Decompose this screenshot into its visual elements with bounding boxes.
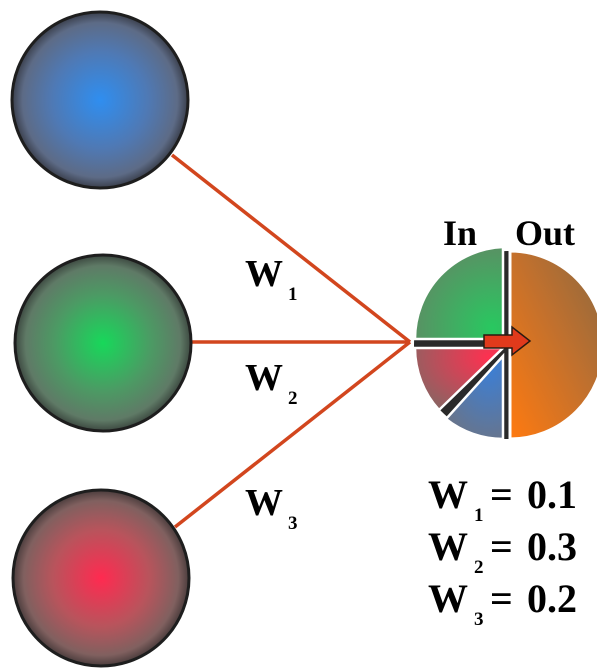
edge-label-w3-subscript: 3 — [288, 513, 298, 534]
weight-1-letter: W — [428, 472, 468, 517]
in-label: In — [443, 213, 477, 253]
weight-1-value: 0.1 — [527, 472, 577, 517]
in-slice-blue — [444, 352, 505, 441]
edge-label-w1-letter: W — [245, 253, 283, 295]
weight-row-3: W 3 = 0.2 — [428, 576, 577, 630]
in-slice-red — [413, 346, 507, 412]
output-neuron — [413, 245, 597, 441]
edge-label-w2-letter: W — [245, 357, 283, 399]
weights-legend: W 1 = 0.1 W 2 = 0.3 W 3 = 0.2 — [428, 472, 577, 630]
weight-3-equals: = — [490, 576, 513, 621]
arrow-right-icon — [483, 325, 532, 357]
edge-label-w2: W 2 — [245, 357, 298, 409]
connection-w3 — [173, 340, 412, 529]
weight-1-equals: = — [490, 472, 513, 517]
weight-3-value: 0.2 — [527, 576, 577, 621]
green-input-neuron — [13, 253, 193, 433]
weight-3-subscript: 3 — [474, 609, 484, 630]
edge-label-w3-letter: W — [245, 482, 283, 524]
edge-label-w2-subscript: 2 — [288, 388, 298, 409]
in-slice-green — [413, 245, 505, 341]
out-label: Out — [515, 213, 575, 253]
connection-w1 — [170, 153, 412, 344]
out-half — [508, 249, 597, 441]
weight-2-equals: = — [490, 524, 513, 569]
red-input-neuron — [11, 488, 191, 668]
weight-3-letter: W — [428, 576, 468, 621]
weight-row-2: W 2 = 0.3 — [428, 524, 577, 578]
edge-label-w1: W 1 — [245, 253, 298, 305]
edge-label-w1-subscript: 1 — [288, 284, 298, 305]
edge-label-w3: W 3 — [245, 482, 298, 534]
weight-2-subscript: 2 — [474, 557, 484, 578]
connection-lines — [170, 153, 412, 529]
weight-2-letter: W — [428, 524, 468, 569]
weight-row-1: W 1 = 0.1 — [428, 472, 577, 526]
weight-2-value: 0.3 — [527, 524, 577, 569]
weight-1-subscript: 1 — [474, 505, 484, 526]
blue-input-neuron — [10, 10, 190, 190]
